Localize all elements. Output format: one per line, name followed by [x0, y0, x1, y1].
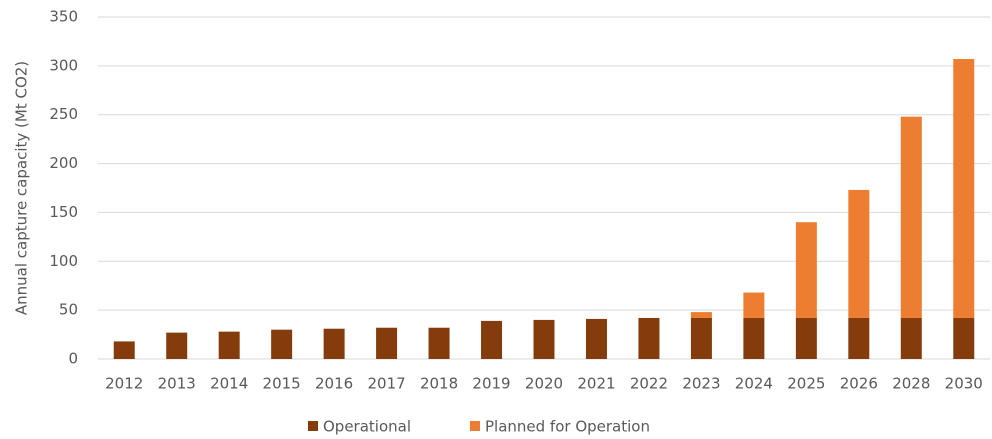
bar-segment	[533, 319, 555, 359]
legend-swatch	[470, 421, 480, 431]
bar-segment	[795, 317, 817, 359]
bar-segment	[690, 312, 712, 318]
bar-segment	[743, 292, 765, 318]
bar-segment	[795, 222, 817, 318]
x-tick-label: 2030	[945, 375, 983, 393]
x-tick-label: 2018	[420, 375, 458, 393]
x-tick-label: 2024	[735, 375, 773, 393]
x-tick-label: 2012	[105, 375, 143, 393]
bar-segment	[848, 189, 870, 318]
bar-segment	[323, 328, 345, 359]
legend-swatch	[308, 421, 318, 431]
x-tick-label: 2022	[630, 375, 668, 393]
x-tick-label: 2023	[682, 375, 720, 393]
legend-label: Planned for Operation	[485, 418, 650, 436]
y-tick-label: 0	[68, 350, 78, 368]
y-tick-label: 50	[59, 301, 78, 319]
y-tick-label: 350	[49, 8, 78, 26]
bar-segment	[638, 317, 660, 359]
y-tick-label: 150	[49, 203, 78, 221]
legend-label: Operational	[323, 418, 411, 436]
x-tick-label: 2015	[263, 375, 301, 393]
x-tick-label: 2017	[367, 375, 405, 393]
x-tick-label: 2016	[315, 375, 353, 393]
bar-segment	[743, 317, 765, 359]
bar-segment	[166, 332, 188, 359]
x-tick-label: 2019	[472, 375, 510, 393]
x-tick-label: 2026	[840, 375, 878, 393]
y-tick-label: 250	[49, 105, 78, 123]
bar-segment	[481, 320, 503, 359]
x-tick-label: 2013	[158, 375, 196, 393]
y-axis-title: Annual capture capacity (Mt CO2)	[13, 61, 31, 315]
y-tick-label: 300	[49, 56, 78, 74]
bar-segment	[900, 317, 922, 359]
bar-segment	[271, 329, 293, 359]
bar-segment	[900, 116, 922, 318]
bar-segment	[113, 341, 135, 359]
x-tick-label: 2028	[892, 375, 930, 393]
x-tick-label: 2014	[210, 375, 248, 393]
y-tick-label: 200	[49, 154, 78, 172]
x-tick-label: 2020	[525, 375, 563, 393]
bar-segment	[953, 317, 975, 359]
bar-segment	[376, 327, 398, 359]
bar-segment	[585, 318, 607, 359]
bar-segment	[848, 317, 870, 359]
bar-segment	[218, 331, 240, 359]
bar-segment	[428, 327, 450, 359]
y-tick-label: 100	[49, 252, 78, 270]
x-tick-label: 2025	[787, 375, 825, 393]
x-tick-label: 2021	[577, 375, 615, 393]
bar-segment	[953, 59, 975, 318]
bar-segment	[690, 317, 712, 359]
